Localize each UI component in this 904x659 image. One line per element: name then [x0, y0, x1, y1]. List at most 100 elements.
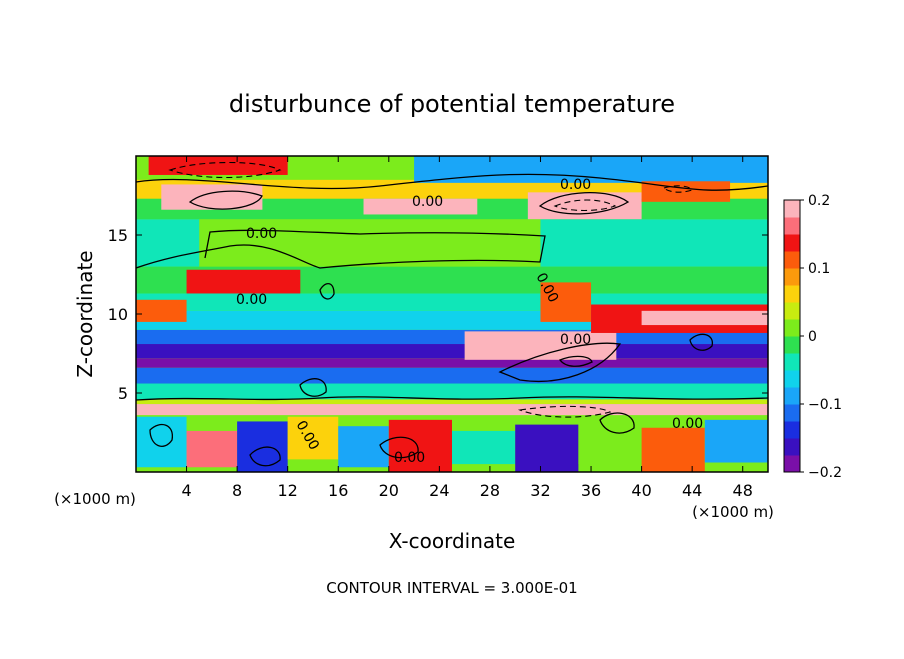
colorbar-swatch: [784, 268, 800, 286]
field-cell: [515, 424, 579, 472]
x-tick-label: 8: [232, 481, 242, 500]
colorbar-swatch: [784, 387, 800, 405]
y-axis-title: Z-coordinate: [73, 250, 97, 377]
contour-label: 0.00: [560, 332, 591, 348]
contour-line: [553, 199, 617, 212]
colorbar-swatch: [784, 285, 800, 303]
field-cell: [136, 299, 187, 322]
x-tick-label: 36: [581, 481, 601, 500]
x-tick-label: 44: [682, 481, 702, 500]
y-axis: 5 10 15: [108, 226, 768, 403]
x-tick-label: 32: [530, 481, 550, 500]
contour-line: [538, 192, 630, 215]
field-cell: [527, 192, 642, 220]
y-tick-label: 5: [118, 384, 128, 403]
field-cell: [136, 404, 768, 416]
colorbar-swatch: [784, 200, 800, 218]
x-tick-label: 16: [328, 481, 348, 500]
field-cell: [136, 367, 768, 384]
colorbar-tick-label: −0.2: [808, 465, 842, 481]
colorbar-tick-label: 0: [808, 329, 817, 345]
colorbar: [784, 200, 800, 473]
field-cell: [136, 399, 768, 405]
field-cell: [641, 310, 768, 326]
y-tick-label: 15: [108, 226, 128, 245]
field-cells: [136, 156, 768, 472]
x-tick-label: 12: [278, 481, 298, 500]
contour-line: [168, 162, 282, 178]
field-cell: [186, 430, 238, 468]
field-cell: [578, 418, 642, 465]
colorbar-swatch: [784, 234, 800, 252]
field-cell: [136, 416, 187, 468]
contour-line: [498, 342, 622, 382]
field-cell: [148, 156, 288, 175]
contour-line: [517, 405, 612, 418]
colorbar-swatch: [784, 404, 800, 422]
x-tick-label: 48: [733, 481, 753, 500]
colorbar-swatch: [784, 217, 800, 235]
x-unit-label-right: (×1000 m): [692, 503, 774, 521]
field-cell: [287, 416, 339, 460]
x-tick-label: 24: [429, 481, 449, 500]
contour-line: [188, 190, 263, 210]
contour-label: 0.00: [560, 177, 591, 193]
colorbar-swatch: [784, 455, 800, 473]
colorbar-swatch: [784, 370, 800, 388]
field-cell: [136, 344, 768, 359]
contour-line: [249, 446, 281, 467]
colorbar-tick-label: 0.2: [808, 193, 830, 209]
contour-interval-note: CONTOUR INTERVAL = 3.000E-01: [326, 579, 577, 597]
colorbar-ticks: 0.2 0.1 0 −0.1 −0.2: [800, 193, 842, 481]
colorbar-swatch: [784, 353, 800, 371]
colorbar-tick-label: 0.1: [808, 261, 830, 277]
x-tick-label: 28: [480, 481, 500, 500]
contour-line: [136, 229, 546, 269]
field-cell: [363, 198, 478, 215]
colorbar-swatch: [784, 421, 800, 439]
field-cell: [704, 419, 768, 463]
contour-line: [319, 283, 335, 300]
contour-line: [599, 412, 635, 434]
x-axis-title: X-coordinate: [389, 529, 516, 553]
field-cell: [237, 421, 288, 472]
x-tick-label: 40: [631, 481, 651, 500]
colorbar-swatch: [784, 438, 800, 456]
colorbar-tick-label: −0.1: [808, 397, 842, 413]
x-axis: 4 8 12 16 20 24 28 32 36 40 44 48: [181, 156, 753, 500]
contour-label: 0.00: [394, 450, 425, 466]
field-cell: [136, 219, 200, 267]
field-cell: [136, 383, 768, 400]
x-tick-label: 4: [181, 481, 191, 500]
contour-line: [136, 173, 768, 191]
contour-line: [558, 355, 593, 367]
y-tick-label: 10: [108, 305, 128, 324]
x-tick-label: 20: [379, 481, 399, 500]
field-cell: [186, 269, 301, 294]
contour-line: [662, 185, 693, 193]
colorbar-swatch: [784, 336, 800, 354]
x-unit-label-left: (×1000 m): [54, 490, 136, 508]
field-cell: [641, 427, 705, 472]
field-cell: [161, 184, 263, 210]
contour-line: [379, 436, 419, 459]
contour-label: 0.00: [412, 194, 443, 210]
contour-label: 0.00: [236, 292, 267, 308]
field-cell: [540, 282, 592, 322]
contour-lines: [136, 173, 768, 467]
negative-contours: [168, 162, 693, 418]
colorbar-swatch: [784, 251, 800, 269]
field-cell: [136, 358, 768, 368]
field-cell: [452, 430, 516, 465]
contour-label: 0.00: [246, 226, 277, 242]
field-cell: [388, 419, 452, 472]
colorbar-swatch: [784, 302, 800, 320]
contour-line: [136, 396, 768, 401]
contour-line: [149, 423, 173, 447]
colorbar-swatch: [784, 319, 800, 337]
contour-line: [689, 333, 713, 351]
field-cell: [540, 219, 768, 267]
contour-line: [299, 378, 327, 397]
